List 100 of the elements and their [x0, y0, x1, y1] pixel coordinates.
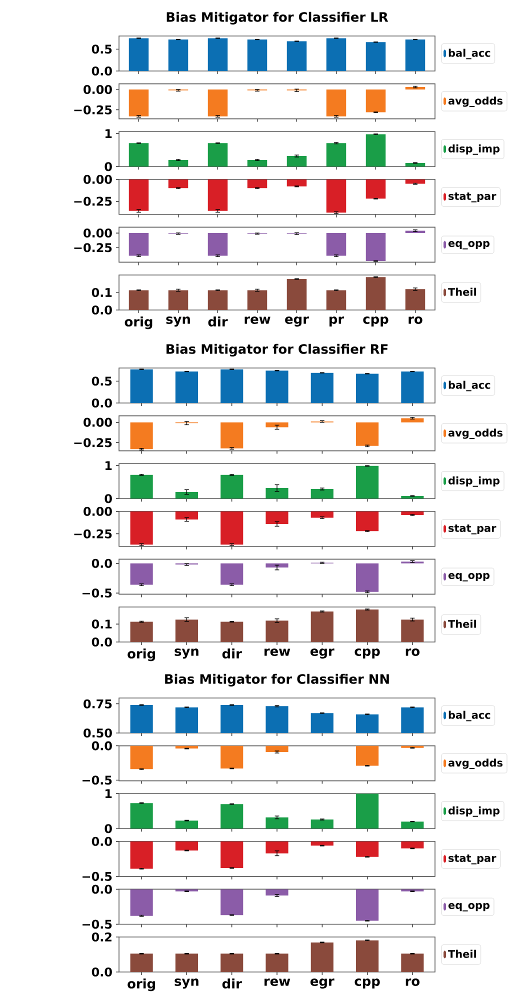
bar	[247, 290, 268, 310]
y-tick-label: 1	[106, 789, 112, 798]
bar	[356, 794, 379, 829]
y-tick-label: −0.5	[82, 588, 112, 598]
y-tick-label: 0.2	[92, 932, 112, 942]
x-tick-label: ro	[406, 978, 420, 986]
y-tick-label: 0.1	[92, 288, 112, 298]
bar	[128, 143, 149, 167]
bar	[356, 610, 379, 642]
y-tick-label: 0.75	[84, 699, 112, 708]
legend-label: stat_par	[448, 524, 496, 534]
bar	[310, 611, 334, 642]
y-tick-label: 0.0	[92, 967, 112, 977]
x-tick-label: syn	[174, 648, 198, 659]
bar	[175, 820, 198, 829]
x-tick-label: dir	[222, 648, 242, 659]
bar	[128, 290, 149, 310]
bar	[175, 492, 198, 499]
bar	[130, 803, 153, 829]
x-tick-label: syn	[166, 316, 190, 327]
y-tick-label: −0.5	[82, 776, 112, 785]
legend-label: stat_par	[448, 854, 496, 864]
bar	[266, 620, 288, 642]
x-tick-label: cpp	[363, 316, 388, 326]
bar	[286, 156, 307, 167]
y-tick-label: 0	[104, 824, 112, 834]
bar	[130, 954, 153, 972]
y-tick-label: 0.1	[92, 620, 112, 629]
legend-label: Theil	[448, 950, 476, 958]
x-tick-label: egr	[310, 978, 334, 989]
y-tick-label: 0.00	[84, 84, 112, 94]
bar	[405, 162, 426, 167]
bar	[286, 279, 307, 310]
bar	[168, 160, 188, 167]
bar	[356, 466, 379, 499]
legend-label: Theil	[448, 288, 476, 296]
y-tick-label: 0.00	[84, 506, 112, 516]
x-tick-label: orig	[128, 978, 155, 992]
legend-label: eq_opp	[448, 573, 490, 582]
bar	[401, 620, 424, 642]
y-tick-label: 0.0	[92, 66, 112, 76]
legend-label: avg_odds	[448, 96, 503, 107]
y-tick-label: −0.25	[74, 105, 112, 114]
y-tick-label: 0.0	[92, 637, 112, 647]
bar	[266, 954, 288, 972]
legend-label: stat_par	[448, 192, 496, 202]
legend-label: bal_acc	[448, 48, 490, 60]
x-tick-label: orig	[128, 648, 155, 662]
bar	[175, 620, 198, 642]
bar	[175, 954, 198, 972]
legend-label: eq_opp	[448, 903, 490, 912]
x-tick-label: rew	[244, 316, 270, 324]
x-tick-label: pr	[330, 316, 344, 326]
y-tick-label: −0.5	[82, 920, 112, 929]
x-tick-label: dir	[222, 978, 242, 989]
bar	[310, 489, 334, 499]
x-tick-label: syn	[174, 978, 198, 989]
bar	[220, 804, 244, 829]
bar	[168, 290, 188, 310]
bar	[310, 820, 334, 829]
bar	[220, 954, 244, 972]
bar	[247, 160, 268, 167]
legend-label: eq_opp	[448, 241, 490, 250]
y-tick-label: 0.50	[84, 728, 112, 738]
y-tick-label: 0	[104, 494, 112, 504]
chart-title: Bias Mitigator for Classifier RF	[166, 344, 388, 357]
legend-label: avg_odds	[448, 758, 503, 770]
legend-label: avg_odds	[448, 428, 503, 439]
x-tick-label: ro	[408, 316, 422, 324]
y-tick-label: 0.0	[92, 836, 112, 846]
bar	[266, 488, 288, 499]
legend-label: disp_imp	[448, 144, 500, 155]
bar	[130, 474, 153, 499]
legend-label: disp_imp	[448, 806, 500, 817]
legend-label: bal_acc	[448, 710, 490, 722]
y-tick-label: 0.0	[92, 558, 112, 568]
bar	[356, 940, 379, 972]
bar	[401, 496, 424, 499]
y-tick-label: 1	[106, 129, 112, 138]
bar	[310, 942, 334, 972]
legend-label: disp_imp	[448, 476, 500, 487]
y-tick-label: 0.0	[92, 398, 112, 408]
y-tick-label: −0.25	[74, 438, 112, 448]
bar	[401, 822, 424, 829]
chart-title: Bias Mitigator for Classifier LR	[166, 12, 388, 25]
bar	[366, 277, 386, 310]
x-tick-label: orig	[124, 316, 152, 330]
bar	[366, 134, 386, 167]
y-tick-label: 0.5	[92, 44, 112, 54]
bar	[130, 622, 153, 642]
y-tick-label: −0.5	[82, 872, 112, 881]
bar	[326, 143, 346, 167]
x-tick-label: egr	[285, 316, 309, 327]
y-tick-label: −0.25	[74, 196, 112, 206]
y-tick-label: 1	[106, 461, 112, 470]
x-tick-label: rew	[264, 978, 290, 986]
bar	[326, 290, 346, 310]
y-tick-label: 0.00	[84, 174, 112, 184]
y-tick-label: 0.5	[92, 376, 112, 386]
y-tick-label: 0.00	[84, 228, 112, 238]
